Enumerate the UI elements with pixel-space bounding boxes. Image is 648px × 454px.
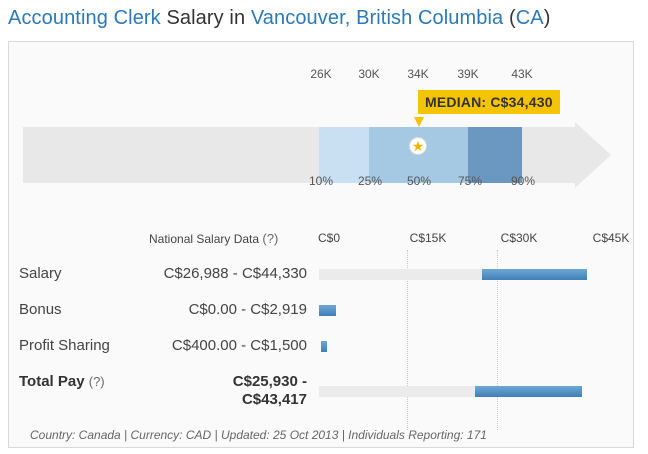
title-text: Salary in [160,7,251,29]
total-pay-help-link[interactable]: (?) [88,374,105,389]
scale-label-15k: C$15K [409,231,447,245]
row-label-bonus: Bonus [19,301,62,318]
percentile-25: 25% [357,174,383,188]
band-10-25 [319,127,369,183]
top-tick-43k: 43K [511,67,533,81]
top-tick-30k: 30K [358,67,380,81]
national-salary-data-header: National Salary Data (?) [149,231,278,246]
row-range-total-pay: C$25,930 - C$43,417 [129,373,307,409]
percentile-10: 10% [308,174,334,188]
row-range-profit-sharing: C$400.00 - C$1,500 [171,337,307,354]
row-label-total-pay: Total Pay (?) [19,373,105,390]
row-label-profit-sharing: Profit Sharing [19,337,110,354]
median-pointer [414,117,424,127]
location-link[interactable]: Vancouver, British Columbia [250,7,504,29]
row-label-salary: Salary [19,265,62,282]
median-star-marker: ★ [409,137,427,155]
title-open-paren: ( [503,7,516,29]
profit-sharing-range-bar [321,341,327,352]
job-title-link[interactable]: Accounting Clerk [8,7,161,29]
star-icon: ★ [411,138,425,154]
data-footer: Country: Canada | Currency: CAD | Update… [30,428,487,442]
gridline-30k [497,250,498,430]
salary-range-bar [482,269,587,280]
salary-panel: 26K 30K 34K 39K 43K MEDIAN: C$34,430 ★ 1… [8,41,634,448]
total-pay-label: Total Pay [19,373,85,390]
bonus-range-bar [319,305,336,316]
national-salary-help-link[interactable]: (?) [262,231,279,246]
total-pay-range-high: C$43,417 [241,391,307,408]
total-pay-range-low: C$25,930 - [232,373,307,390]
salary-distribution-arrow [23,122,611,188]
scale-label-45k: C$45K [592,231,630,245]
total-pay-track [319,386,582,397]
percentile-75: 75% [457,174,483,188]
row-range-salary: C$26,988 - C$44,330 [163,265,307,282]
band-75-90 [468,127,522,183]
gridline-15k [407,250,408,430]
national-salary-data-label: National Salary Data [149,232,260,246]
title-close-paren: ) [543,7,551,29]
salary-track [319,269,587,280]
percentile-90: 90% [510,174,536,188]
country-link[interactable]: CA [515,7,544,29]
scale-label-0: C$0 [317,231,341,245]
top-tick-34k: 34K [407,67,429,81]
percentile-50: 50% [406,174,432,188]
median-badge: MEDIAN: C$34,430 [418,90,560,114]
top-tick-39k: 39K [457,67,479,81]
top-tick-26k: 26K [310,67,332,81]
page-title: Accounting Clerk Salary in Vancouver, Br… [8,7,550,30]
row-range-bonus: C$0.00 - C$2,919 [188,301,307,318]
band-25-75 [369,127,468,183]
scale-label-30k: C$30K [500,231,538,245]
total-pay-range-bar [475,386,582,397]
